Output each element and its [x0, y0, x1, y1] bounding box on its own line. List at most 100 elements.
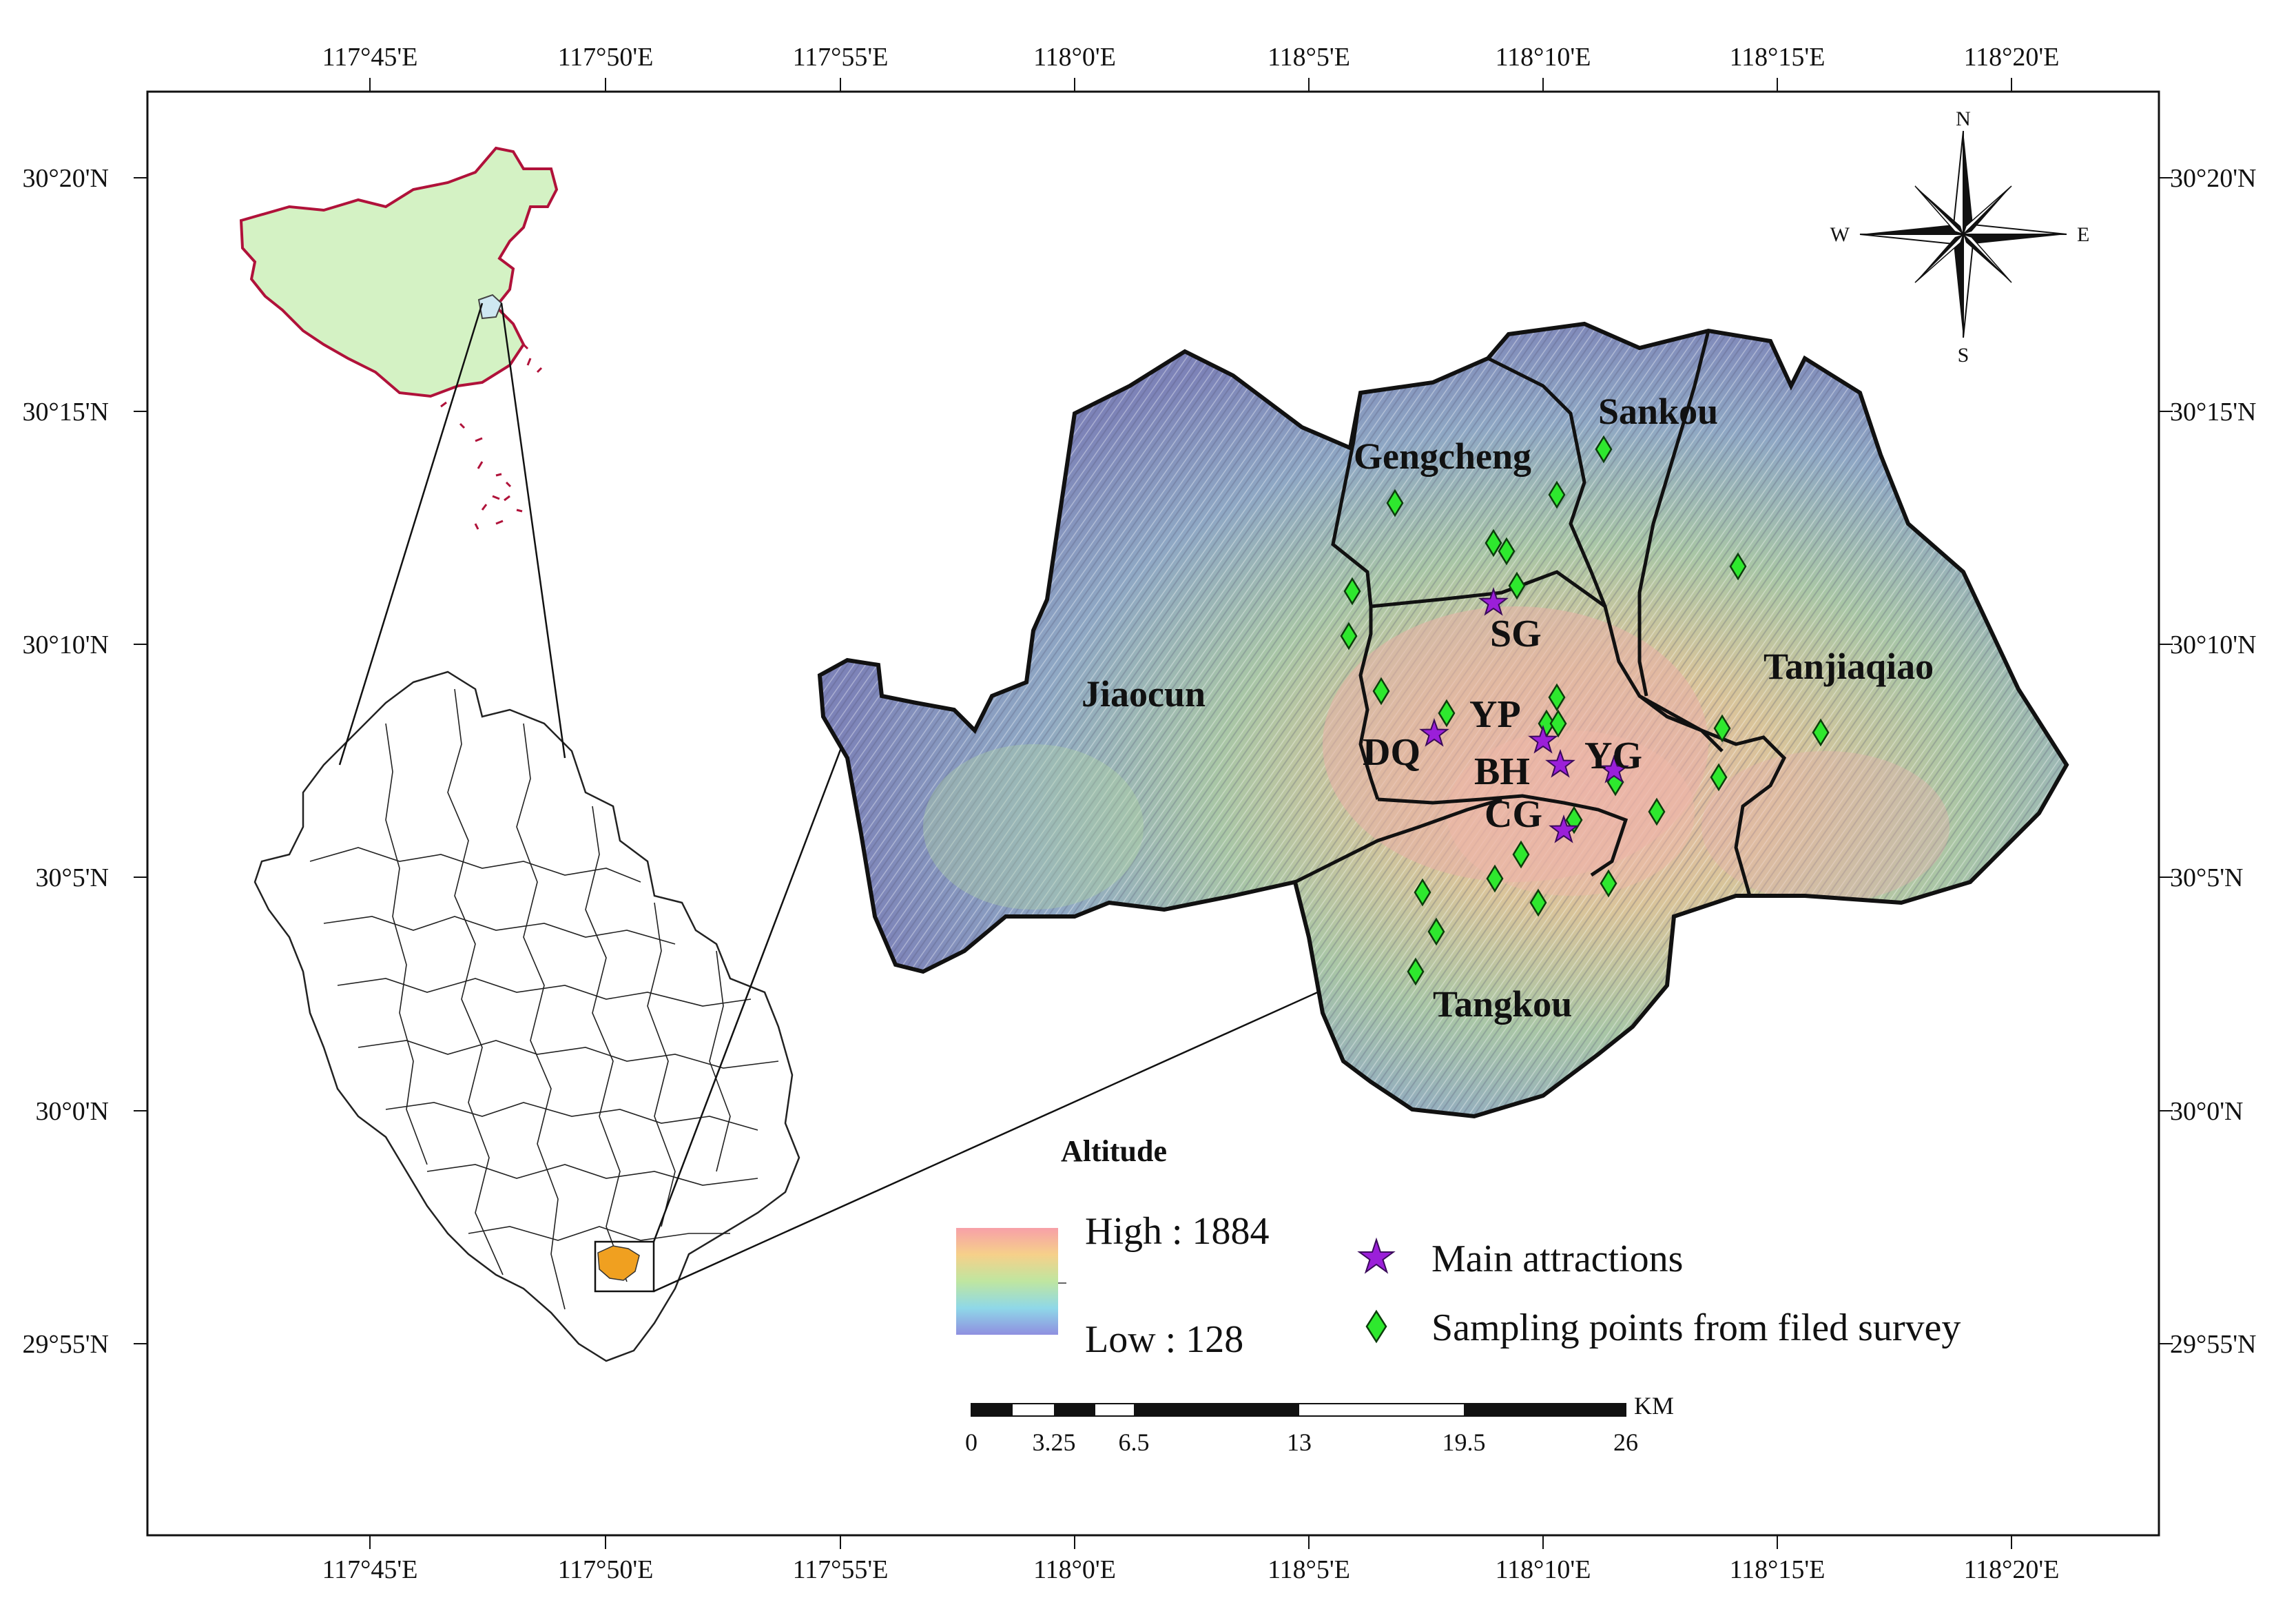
lon-label: 118°5'E	[1268, 1555, 1350, 1584]
north-arrow-icon: N S E W	[1830, 107, 2090, 367]
sampling-point-diamond-icon	[1438, 699, 1456, 728]
zoom-box	[594, 1240, 655, 1293]
lon-label: 117°50'E	[558, 1555, 654, 1584]
lat-label: 30°0'N	[2170, 1097, 2244, 1126]
lon-label: 118°15'E	[1730, 1555, 1826, 1584]
sampling-point-diamond-icon	[1812, 718, 1830, 747]
china-outline	[239, 146, 559, 398]
lon-label: 117°55'E	[793, 43, 889, 72]
compass-w: W	[1830, 223, 1850, 246]
legend-low-label: Low : 128	[1085, 1318, 1243, 1361]
lon-label: 117°55'E	[793, 1555, 889, 1584]
scale-label: 3.25	[1033, 1428, 1076, 1456]
town-label-tanjiaqiao: Tanjiaqiao	[1764, 646, 1934, 687]
attraction-label-bh: BH	[1474, 750, 1530, 793]
compass-n: N	[1956, 107, 1971, 130]
scale-label: 6.5	[1119, 1428, 1150, 1456]
scale-label: 19.5	[1442, 1428, 1486, 1456]
county-boundaries	[309, 688, 779, 1310]
altitude-color-ramp	[956, 1228, 1058, 1335]
lon-label: 118°0'E	[1033, 43, 1116, 72]
town-label-gengcheng: Gengcheng	[1354, 435, 1531, 477]
scale-unit: KM	[1634, 1392, 1674, 1420]
graticule-ticks	[134, 78, 2173, 1549]
attraction-labels: SG YP DQ BH YG CG	[1363, 613, 1642, 836]
anhui-outline	[254, 670, 800, 1362]
attraction-star-icon	[1528, 724, 1558, 754]
sampling-point-diamond-icon	[1508, 571, 1526, 600]
lat-label: 30°20'N	[2170, 164, 2257, 193]
legend-sampling-points: Sampling points from filed survey	[1431, 1306, 1961, 1349]
sampling-point-diamond-icon	[1512, 840, 1530, 869]
lat-label: 30°10'N	[23, 631, 110, 659]
sampling-point-diamond-icon	[1713, 714, 1731, 743]
town-labels: Jiaocun Gengcheng Sankou Tanjiaqiao Tang…	[1082, 391, 1934, 1025]
sampling-point-diamond-icon	[1340, 622, 1358, 650]
legend-diamond-icon	[1365, 1309, 1387, 1344]
lon-label: 118°5'E	[1268, 43, 1350, 72]
lat-label: 30°15'N	[23, 398, 110, 427]
latitude-labels-left: 30°20'N 30°15'N 30°10'N 30°5'N 30°0'N 29…	[23, 164, 110, 1359]
lat-label: 29°55'N	[23, 1330, 110, 1359]
lat-label: 30°20'N	[23, 164, 110, 193]
lon-label: 118°20'E	[1964, 43, 2060, 72]
lon-label: 118°10'E	[1496, 1555, 1591, 1584]
attraction-star-icon	[1549, 814, 1579, 843]
study-area-boundary	[817, 321, 2069, 1119]
legend-altitude-title: Altitude	[1061, 1134, 1167, 1168]
compass-s: S	[1958, 344, 1969, 367]
sampling-points-layer	[1340, 435, 1830, 986]
attraction-star-icon	[1599, 754, 1629, 783]
lat-label: 29°55'N	[2170, 1330, 2257, 1359]
attraction-star-icon	[1478, 586, 1509, 616]
longitude-labels-bottom: 117°45'E 117°50'E 117°55'E 118°0'E 118°5…	[322, 1555, 2060, 1584]
sampling-point-diamond-icon	[1595, 435, 1613, 464]
anhui-highlight	[477, 294, 503, 320]
sampling-point-diamond-icon	[1729, 552, 1747, 581]
town-boundaries	[1294, 330, 1787, 896]
south-china-sea-islands	[440, 343, 543, 530]
inset-connector-lines	[338, 303, 1334, 1293]
lon-label: 117°50'E	[558, 43, 654, 72]
sampling-point-diamond-icon	[1372, 677, 1390, 706]
sampling-point-diamond-icon	[1427, 917, 1445, 946]
lat-label: 30°15'N	[2170, 398, 2257, 427]
latitude-labels-right: 30°20'N 30°15'N 30°10'N 30°5'N 30°0'N 29…	[2170, 164, 2257, 1359]
scale-label: 26	[1613, 1428, 1638, 1456]
legend-main-attractions: Main attractions	[1431, 1238, 1683, 1280]
sampling-point-diamond-icon	[1343, 577, 1361, 606]
attraction-star-icon	[1545, 748, 1575, 778]
lat-label: 30°0'N	[36, 1097, 110, 1126]
lat-label: 30°5'N	[2170, 863, 2244, 892]
scale-bar: KM 0 3.25 6.5 13 19.5 26	[965, 1392, 1674, 1456]
sampling-point-diamond-icon	[1407, 957, 1425, 986]
town-label-tangkou: Tangkou	[1433, 983, 1572, 1025]
attraction-label-sg: SG	[1490, 613, 1542, 655]
town-label-sankou: Sankou	[1598, 391, 1718, 432]
attraction-label-cg: CG	[1485, 793, 1542, 836]
town-label-jiaocun: Jiaocun	[1082, 673, 1206, 715]
sampling-point-diamond-icon	[1485, 529, 1502, 557]
sampling-point-diamond-icon	[1529, 888, 1547, 917]
sampling-point-diamond-icon	[1648, 797, 1666, 826]
sampling-point-diamond-icon	[1386, 489, 1404, 517]
scale-label: 13	[1287, 1428, 1312, 1456]
sampling-point-diamond-icon	[1548, 683, 1566, 712]
lon-label: 118°10'E	[1496, 43, 1591, 72]
sampling-point-diamond-icon	[1548, 480, 1566, 509]
legend: Altitude High : 1884 Low : 128 Main attr…	[956, 1134, 1961, 1361]
lat-label: 30°10'N	[2170, 631, 2257, 659]
china-outline-inset	[239, 146, 559, 530]
lat-label: 30°5'N	[36, 863, 110, 892]
longitude-labels-top: 117°45'E 117°50'E 117°55'E 118°0'E 118°5…	[322, 43, 2060, 72]
lon-label: 118°0'E	[1033, 1555, 1116, 1584]
lon-label: 117°45'E	[322, 1555, 418, 1584]
attraction-label-dq: DQ	[1363, 731, 1420, 774]
sampling-point-diamond-icon	[1600, 869, 1617, 898]
scale-label: 0	[965, 1428, 978, 1456]
sampling-point-diamond-icon	[1549, 709, 1567, 738]
legend-high-label: High : 1884	[1085, 1210, 1270, 1253]
sampling-point-diamond-icon	[1710, 763, 1728, 792]
sampling-point-diamond-icon	[1498, 537, 1516, 566]
attractions-layer	[1419, 586, 1629, 843]
